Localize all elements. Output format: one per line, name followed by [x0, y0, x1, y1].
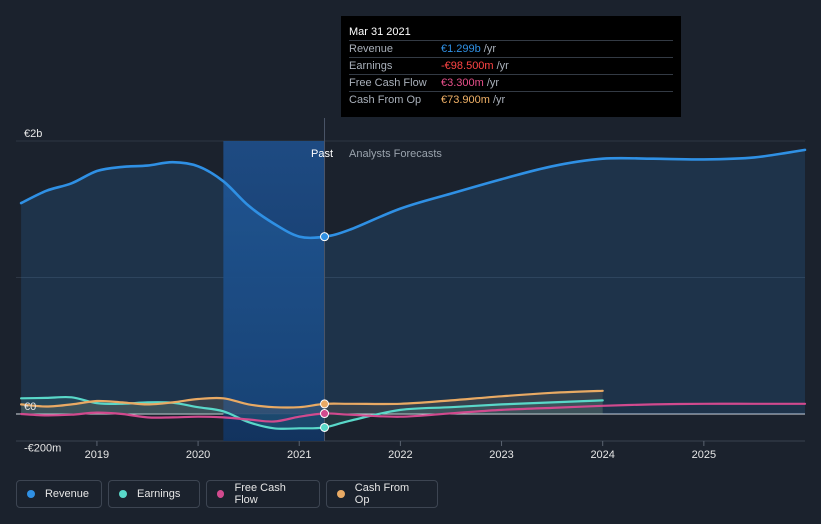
tooltip-unit: /yr	[483, 43, 496, 55]
tooltip-label: Cash From Op	[349, 94, 422, 106]
tooltip-unit: /yr	[492, 94, 506, 106]
tooltip-label: Earnings	[349, 60, 393, 72]
tooltip-row-cash-from-op: Cash From Op €73.900m /yr	[349, 91, 673, 108]
legend-dot-icon	[27, 490, 35, 498]
series-line-earnings	[20, 395, 604, 430]
series-line-cash-from-op	[20, 389, 604, 409]
tooltip: Mar 31 2021 Revenue €1.299b /yr Earnings…	[341, 16, 681, 117]
legend-label: Earnings	[137, 488, 181, 500]
legend-label: Free Cash Flow	[234, 482, 286, 506]
past-label: Past	[311, 148, 333, 160]
marker-free-cash-flow	[320, 409, 330, 419]
legend-dot-icon	[217, 490, 225, 498]
legend-item-revenue[interactable]: Revenue	[16, 480, 102, 508]
legend-dot-icon	[119, 490, 127, 498]
series-area-cash-from-op	[21, 390, 603, 414]
x-tick-label: 2022	[388, 449, 412, 461]
y-tick-label: -€200m	[24, 442, 61, 454]
legend-item-cash-from-op[interactable]: Cash From Op	[326, 480, 438, 508]
tooltip-row-revenue: Revenue €1.299b /yr	[349, 40, 673, 57]
x-tick-label: 2019	[85, 449, 109, 461]
tooltip-row-earnings: Earnings -€98.500m /yr	[349, 57, 673, 74]
marker-earnings	[320, 422, 330, 432]
forecast-label: Analysts Forecasts	[349, 148, 442, 160]
tooltip-unit: /yr	[496, 60, 509, 72]
tooltip-row-free-cash-flow: Free Cash Flow €3.300m /yr	[349, 74, 673, 91]
y-tick-label: €2b	[24, 128, 42, 140]
legend-item-earnings[interactable]: Earnings	[108, 480, 200, 508]
x-tick-label: 2021	[287, 449, 311, 461]
x-tick-label: 2024	[590, 449, 614, 461]
y-axis-ticks: €2b €0 -€200m	[24, 128, 61, 454]
legend-label: Revenue	[44, 488, 89, 500]
tooltip-value: €3.300m	[441, 77, 484, 89]
series-line-free-cash-flow	[20, 402, 807, 423]
x-tick-label: 2025	[692, 449, 716, 461]
tooltip-label: Free Cash Flow	[349, 77, 427, 89]
legend-label: Cash From Op	[354, 482, 410, 506]
tooltip-value: €1.299b	[441, 43, 481, 55]
tooltip-date: Mar 31 2021	[349, 26, 411, 38]
tooltip-value: -€98.500m	[441, 60, 494, 72]
series-areas	[21, 149, 806, 429]
tooltip-value: €73.900m	[441, 94, 490, 106]
past-highlight-band	[223, 141, 325, 441]
x-tick-label: 2023	[489, 449, 513, 461]
series-area-earnings	[21, 397, 603, 429]
tooltip-label: Revenue	[349, 43, 394, 55]
x-tick-label: 2020	[186, 449, 210, 461]
x-axis-ticks: 2019 2020 2021 2022 2023 2024 2025	[85, 441, 716, 461]
legend: Revenue Earnings Free Cash Flow Cash Fro…	[16, 480, 438, 510]
series-area-revenue	[21, 149, 806, 414]
legend-dot-icon	[337, 490, 345, 498]
y-tick-label: €0	[24, 401, 36, 413]
series-lines	[19, 148, 807, 430]
marker-revenue	[320, 232, 330, 242]
legend-item-free-cash-flow[interactable]: Free Cash Flow	[206, 480, 320, 508]
grid-lines	[16, 140, 805, 442]
tooltip-unit: /yr	[486, 77, 500, 89]
series-line-revenue	[19, 148, 807, 240]
marker-cash-from-op	[320, 399, 330, 409]
series-markers	[320, 232, 330, 432]
